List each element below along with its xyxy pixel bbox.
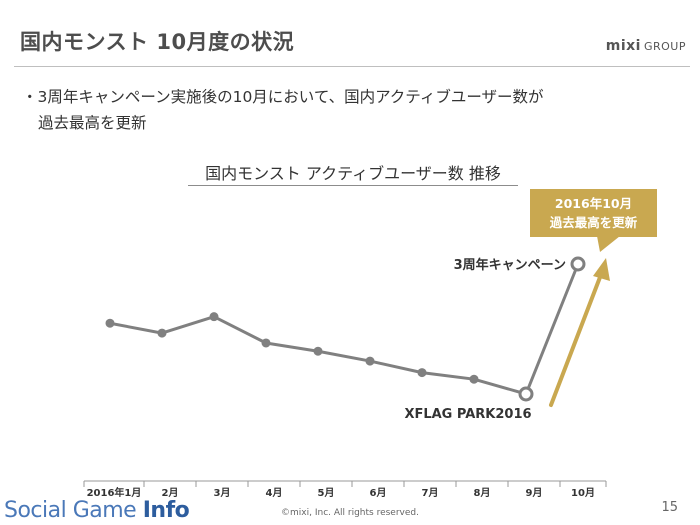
x-tick-label: 3月	[214, 487, 231, 499]
data-point	[313, 346, 323, 356]
x-tick-label: 9月	[526, 487, 543, 499]
footer-logo-main: Social Game	[4, 498, 143, 523]
campaign-label: 3周年キャンペーン	[454, 257, 566, 273]
x-tick-label: 10月	[571, 487, 595, 499]
callout-tail	[597, 236, 620, 252]
footer-logo-strong: Info	[142, 498, 190, 523]
data-point	[157, 328, 167, 338]
x-tick-label: 2016年1月	[87, 486, 142, 499]
x-tick-label: 5月	[318, 487, 335, 499]
chart-title: 国内モンスト アクティブユーザー数 推移	[205, 164, 501, 183]
x-axis: 2016年1月 2月 3月 4月 5月 6月 7月 8月 9月 10月	[83, 480, 607, 499]
x-tick-label: 2月	[162, 487, 179, 499]
data-point-highlight	[570, 256, 586, 272]
data-point	[261, 338, 271, 348]
data-point	[105, 318, 115, 328]
x-tick-label: 4月	[266, 487, 283, 499]
callout-line-2: 過去最高を更新	[549, 215, 638, 230]
data-point	[209, 312, 219, 322]
event-label: XFLAG PARK2016	[404, 407, 531, 422]
growth-arrow-head	[593, 258, 610, 281]
growth-arrow	[549, 236, 620, 407]
data-point	[417, 368, 427, 378]
copyright-text: ©mixi, Inc. All rights reserved.	[281, 508, 419, 518]
series-line	[105, 256, 586, 402]
social-game-info-logo: Social Game Info	[4, 498, 190, 523]
title-divider	[14, 66, 690, 67]
data-point	[469, 374, 479, 384]
brand-main: mixi	[605, 38, 641, 54]
x-tick-label: 6月	[370, 487, 387, 499]
slide-title: 国内モンスト 10月度の状況	[20, 30, 295, 54]
bullet-line-1: ・3周年キャンペーン実施後の10月において、国内アクティブユーザー数が	[22, 88, 544, 106]
data-point-highlight	[518, 386, 534, 402]
data-point	[365, 356, 375, 366]
record-callout: 2016年10月 過去最高を更新	[530, 189, 657, 237]
bullet-line-2: 過去最高を更新	[38, 114, 147, 132]
chart-title-underline	[188, 185, 518, 186]
brand-sub: GROUP	[643, 40, 686, 53]
page-number: 15	[661, 500, 678, 515]
x-tick-label: 7月	[422, 487, 439, 499]
x-tick-label: 8月	[474, 487, 491, 499]
callout-line-1: 2016年10月	[554, 196, 633, 211]
growth-arrow-shaft	[549, 270, 604, 407]
bullet-text: ・3周年キャンペーン実施後の10月において、国内アクティブユーザー数が 過去最高…	[22, 84, 662, 136]
mixi-group-logo: mixi GROUP	[606, 38, 686, 54]
series-path	[109, 263, 580, 396]
chart-labels: 3周年キャンペーン XFLAG PARK2016	[404, 257, 566, 422]
